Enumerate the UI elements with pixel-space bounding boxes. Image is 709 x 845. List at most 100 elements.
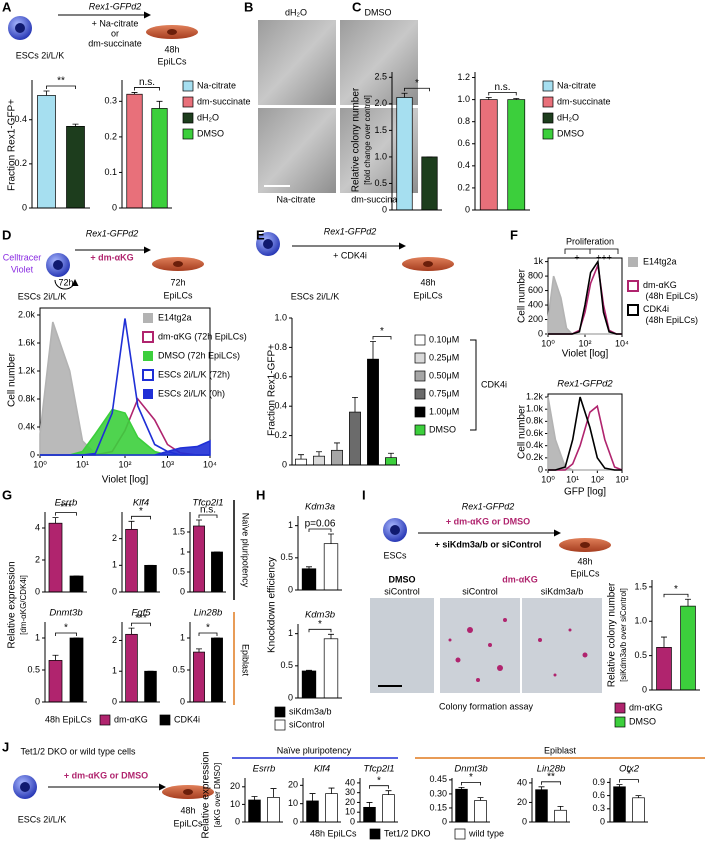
legend-label: Tet1/2 DKO [384,828,431,838]
legend-swatch [414,406,426,418]
annotation: Epiblast [544,745,577,755]
y-tick-label: 0 [465,204,470,214]
y-axis-label: Fraction Rex1-GFP+ [7,99,18,191]
bar [48,522,63,593]
significance: ** [547,771,555,782]
error-bar [685,598,691,607]
panel-letter: J [2,739,9,754]
bar [613,786,626,823]
y-tick-label: 1.0 [634,616,647,626]
axis [291,318,400,466]
axis [121,512,160,593]
y-tick-label: 0.5 [634,650,647,660]
y-tick-label: 0 [235,816,240,826]
y-tick-label: 0.4 [457,160,470,170]
significance-bracket [619,779,639,783]
y-tick-label: 400 [528,299,543,309]
legend-swatch [142,331,154,343]
x-tick-label: 10⁴ [203,459,217,469]
axis [297,624,342,699]
significance-bracket [134,87,160,91]
y-tick-label: 0.2 [274,430,287,440]
bar [37,95,56,209]
axis [297,516,342,591]
chart-title: Lin28b [194,608,223,619]
y-tick-label: 20 [345,797,355,807]
y-tick-label: 0 [442,816,447,826]
chart-title: Klf4 [314,764,330,775]
y-tick-label: 0.8k [18,393,36,403]
y-tick-label: 0 [293,816,298,826]
legend-swatch [414,334,426,346]
error-bar [251,796,258,800]
error-bar [128,520,135,530]
error-bar [131,92,138,95]
annotation: 48h [164,44,179,54]
y-tick-label: 20 [288,780,298,790]
bar [349,411,361,466]
legend-label: E14tg2a [643,256,677,266]
y-tick-label: 1.6k [18,337,36,347]
y-tick-label: 0.4k [18,421,36,431]
y-tick-label: 0.6 [274,371,287,381]
y-tick-label: 0 [35,696,40,706]
error-bar [156,100,163,109]
annotation: DMSO [389,574,416,584]
bar [295,458,307,466]
y-tick-label: 0.6 [592,790,605,800]
y-axis-note: [fold change over control] [363,95,372,185]
y-tick-label: 1.0 [457,94,470,104]
y-tick-label: 2 [112,533,117,543]
legend-swatch [99,714,111,726]
legend-label: siControl [289,719,325,729]
y-tick-label: 0.2 [457,182,470,192]
significance: * [139,506,143,517]
legend-title: 48h EpiLCs [45,714,92,724]
legend-label: ESCs 2i/L/K (0h) [158,388,225,398]
legend-label: dm-succinate [197,96,251,106]
y-tick-label: 20 [517,797,527,807]
y-tick-label: 0.45 [429,774,447,784]
chart-title: Fgf5 [131,608,151,619]
annotation: 72h [58,277,73,287]
y-axis-note: [dm-αKG/CDK4i] [19,575,28,635]
significance: ** [57,76,65,87]
axis [244,778,283,823]
decorations [8,11,705,799]
chart-title: Lin28b [537,764,566,775]
annotation: + dm-αKG [90,252,133,262]
error-bar [385,790,392,795]
bar [323,543,339,591]
significance-bracket [55,632,77,636]
y-tick-label: 600 [528,285,543,295]
legend-swatch [614,702,626,714]
y-tick-label: 0.2 [104,131,117,141]
legend-label: 0.50μM [429,370,459,380]
series-line [548,404,623,471]
y-tick-label: 2.0 [374,98,387,108]
error-bar [328,633,334,639]
significance: * [627,769,631,780]
x-tick-label: 10⁴ [615,338,629,348]
bar [125,633,138,703]
annotation: 48h [577,556,592,566]
y-tick-label: 0 [22,202,27,212]
significance: n.s. [200,505,216,516]
annotation: + siKdm3a/b or siControl [435,539,542,549]
x-tick-label: 10³ [615,474,628,484]
y-tick-label: 1.2k [526,391,544,401]
bar [680,605,696,691]
error-bar [52,654,59,661]
y-tick-label: 1.0 [374,151,387,161]
annotation: ESCs 2i/L/K [18,814,67,824]
error-bar [309,793,316,801]
legend-label: dm-succinate [557,96,611,106]
y-tick-label: 1 [112,666,117,676]
y-tick-label: 0.5 [280,660,293,670]
y-tick-label: 20 [230,781,240,791]
legend-label: CDK4i (48h EpiLCs) [643,304,698,325]
axis [121,622,160,703]
bar [421,156,438,211]
y-tick-label: 0 [112,586,117,596]
legend-swatch [143,313,153,323]
